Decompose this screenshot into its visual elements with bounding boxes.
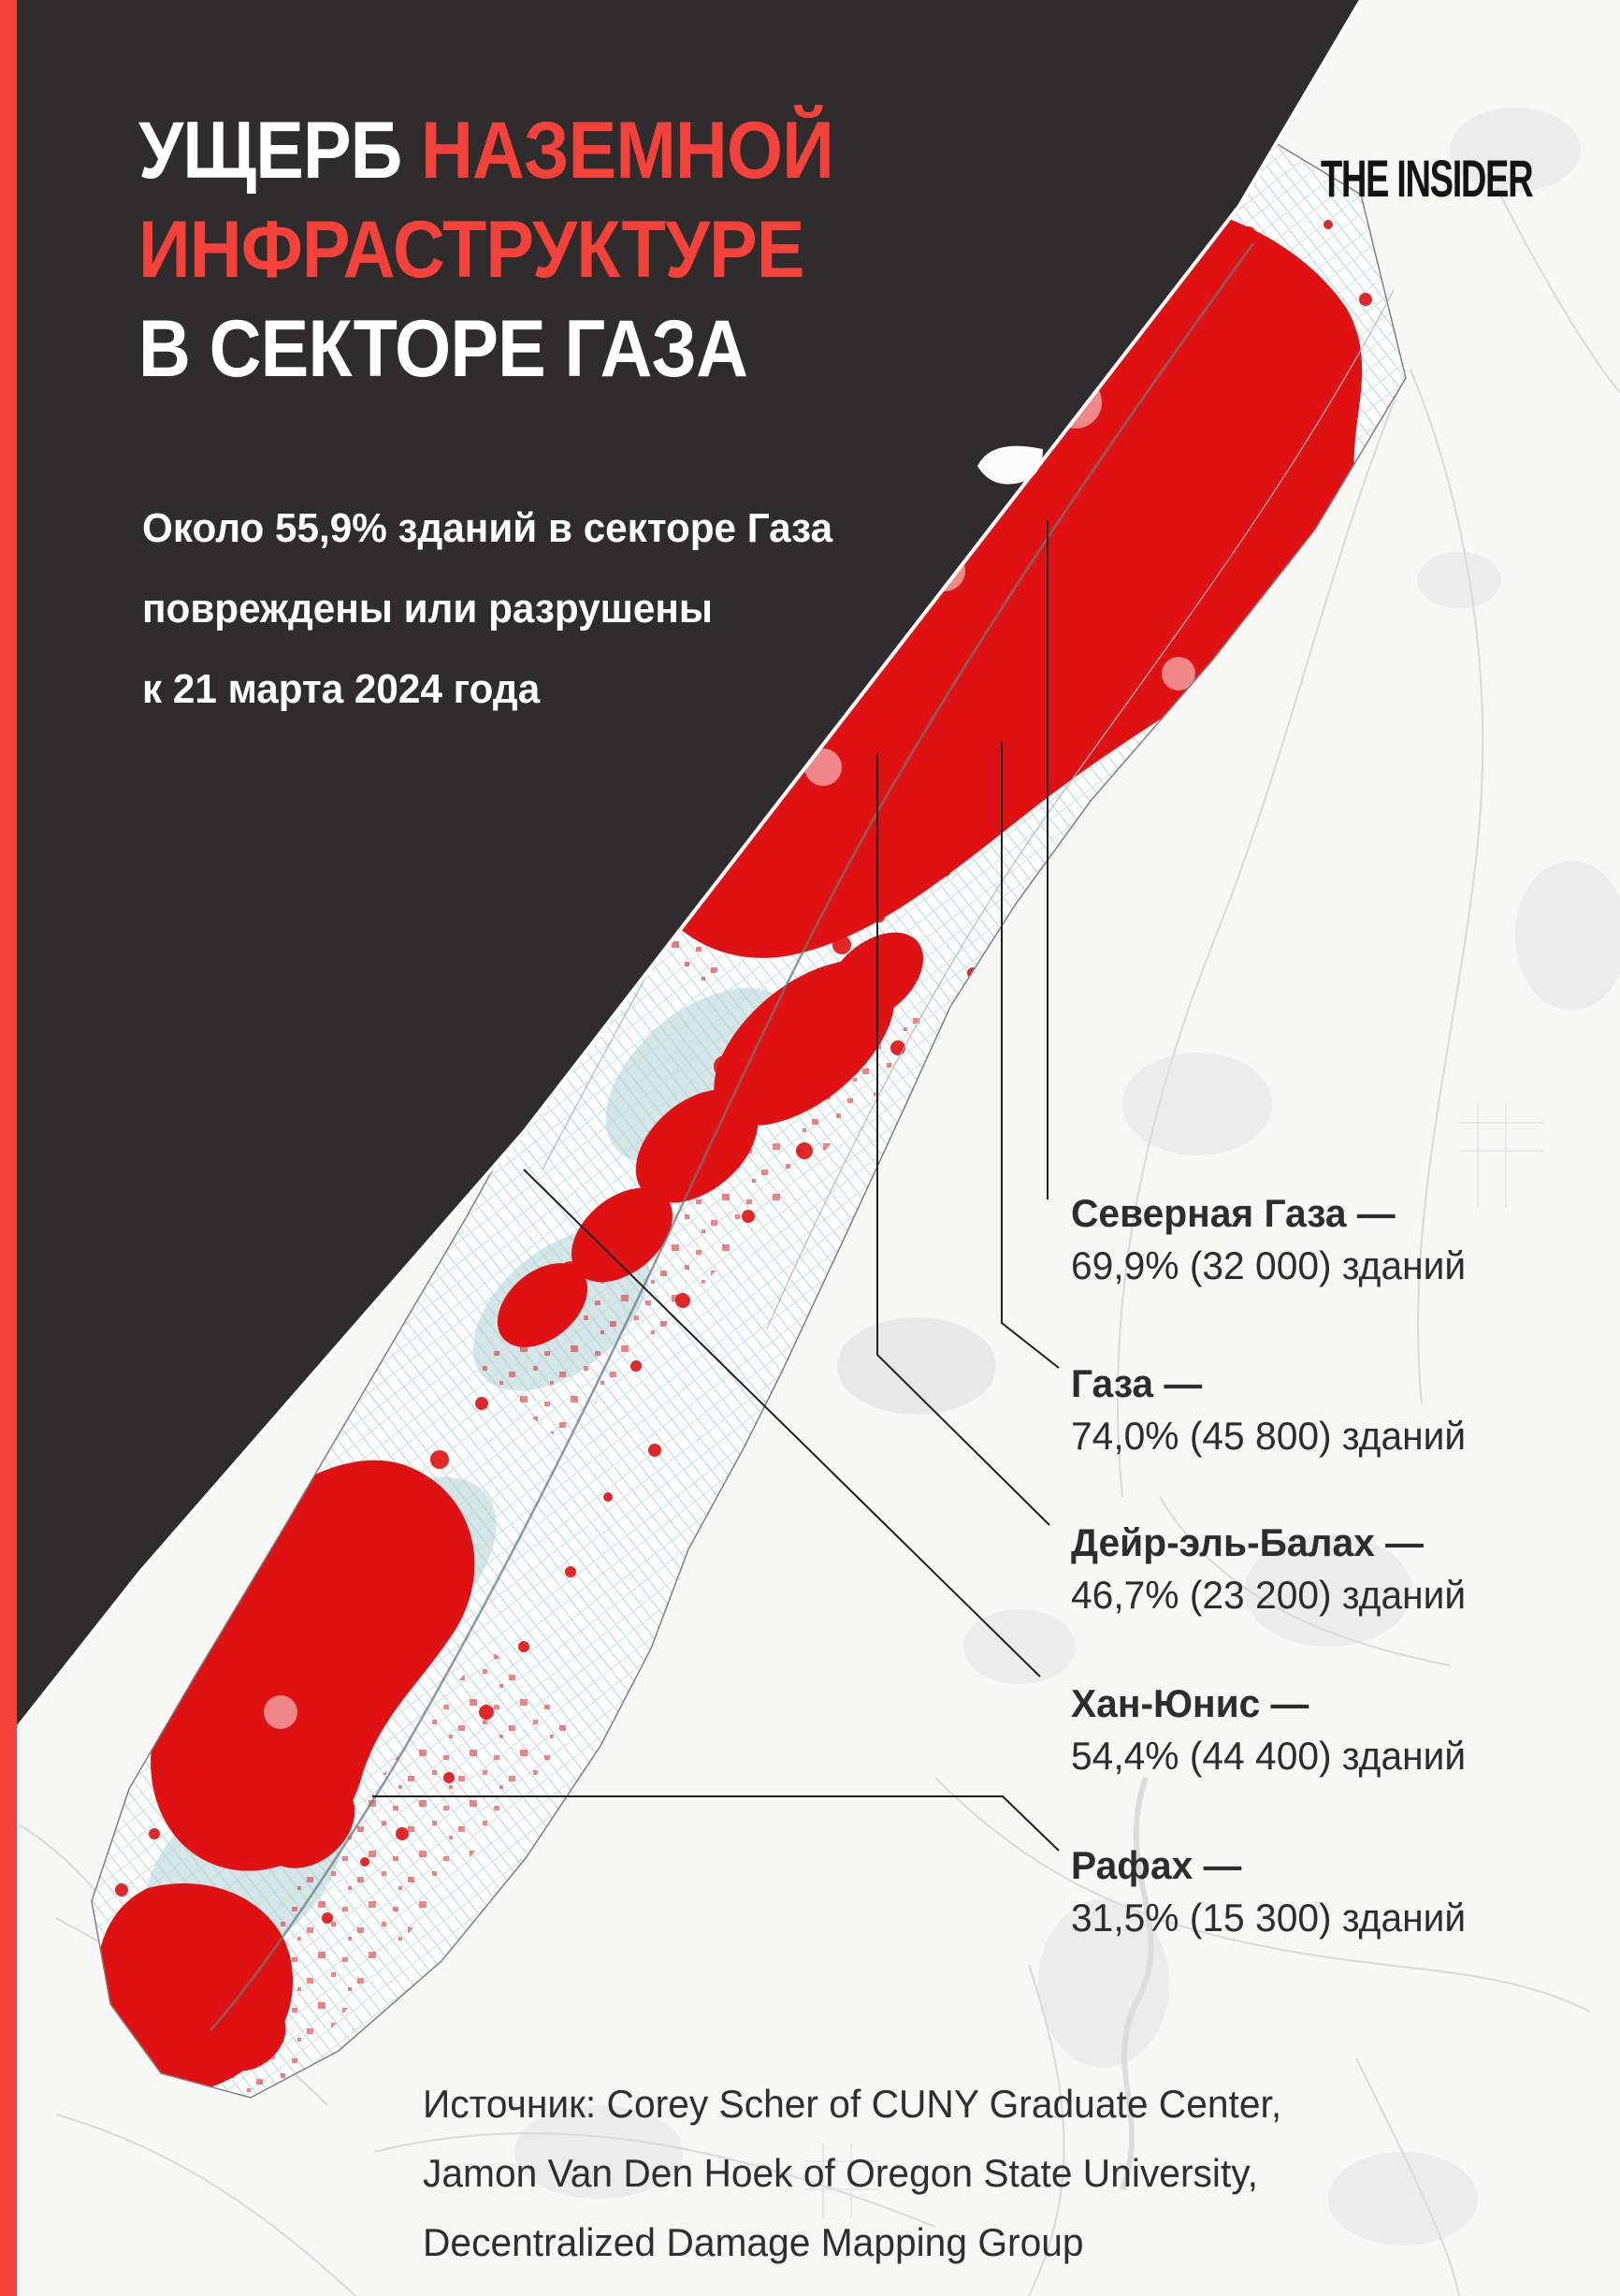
region-value: 31,5% (15 300) зданий: [1071, 1896, 1467, 1940]
dark-panel: [0, 0, 1361, 1750]
subtitle-line-3: к 21 марта 2024 года: [142, 666, 541, 712]
the-insider-logo: THE INSIDER: [1321, 149, 1534, 208]
page-title: УЩЕРБ НАЗЕМНОЙ ИНФРАСТРУКТУРЕ В СЕКТОРЕ …: [138, 101, 834, 399]
title-line-1: УЩЕРБ НАЗЕМНОЙ: [138, 106, 834, 196]
region-value: 54,4% (44 400) зданий: [1071, 1734, 1467, 1778]
region-label-deir-el-balah: Дейр-эль-Балах — 46,7% (23 200) зданий: [1071, 1517, 1466, 1621]
subtitle: Около 55,9% зданий в секторе Газа повреж…: [142, 488, 832, 730]
title-line-2: ИНФРАСТРУКТУРЕ: [138, 205, 805, 295]
wadi-river: [1120, 1777, 1154, 2191]
leader-rafah: [372, 1795, 1060, 1852]
leader-deir-el-balah: [876, 754, 1050, 1526]
subtitle-line-2: повреждены или разрушены: [142, 586, 713, 632]
source-credit: Источник: Corey Scher of CUNY Graduate C…: [423, 2070, 1281, 2277]
source-line-2: Jamon Van Den Hoek of Oregon State Unive…: [423, 2151, 1258, 2195]
beach-line: [0, 0, 1361, 1750]
region-name: Хан-Юнис —: [1071, 1681, 1309, 1725]
region-label-north-gaza: Северная Газа — 69,9% (32 000) зданий: [1071, 1187, 1466, 1292]
region-label-khan-yunis: Хан-Юнис — 54,4% (44 400) зданий: [1071, 1678, 1466, 1782]
region-value: 46,7% (23 200) зданий: [1071, 1573, 1467, 1617]
region-label-gaza: Газа — 74,0% (45 800) зданий: [1071, 1358, 1466, 1462]
region-label-rafah: Рафах — 31,5% (15 300) зданий: [1071, 1839, 1466, 1944]
region-name: Северная Газа —: [1071, 1191, 1396, 1235]
harbor: [977, 445, 1043, 485]
accent-stripe: [0, 0, 17, 2296]
region-value: 74,0% (45 800) зданий: [1071, 1414, 1467, 1458]
source-line-3: Decentralized Damage Mapping Group: [423, 2220, 1084, 2264]
subtitle-line-1: Около 55,9% зданий в секторе Газа: [142, 505, 833, 551]
region-name: Газа —: [1071, 1361, 1203, 1405]
region-name: Рафах —: [1071, 1843, 1242, 1887]
leader-gaza: [1001, 742, 1060, 1369]
title-line-3: В СЕКТОРЕ ГАЗА: [138, 304, 748, 394]
leader-lines: [372, 520, 1060, 1852]
source-line-1: Источник: Corey Scher of CUNY Graduate C…: [423, 2082, 1282, 2126]
region-name: Дейр-эль-Балах —: [1071, 1520, 1424, 1564]
leader-khan-yunis: [523, 1169, 1041, 1678]
region-value: 69,9% (32 000) зданий: [1071, 1243, 1467, 1287]
